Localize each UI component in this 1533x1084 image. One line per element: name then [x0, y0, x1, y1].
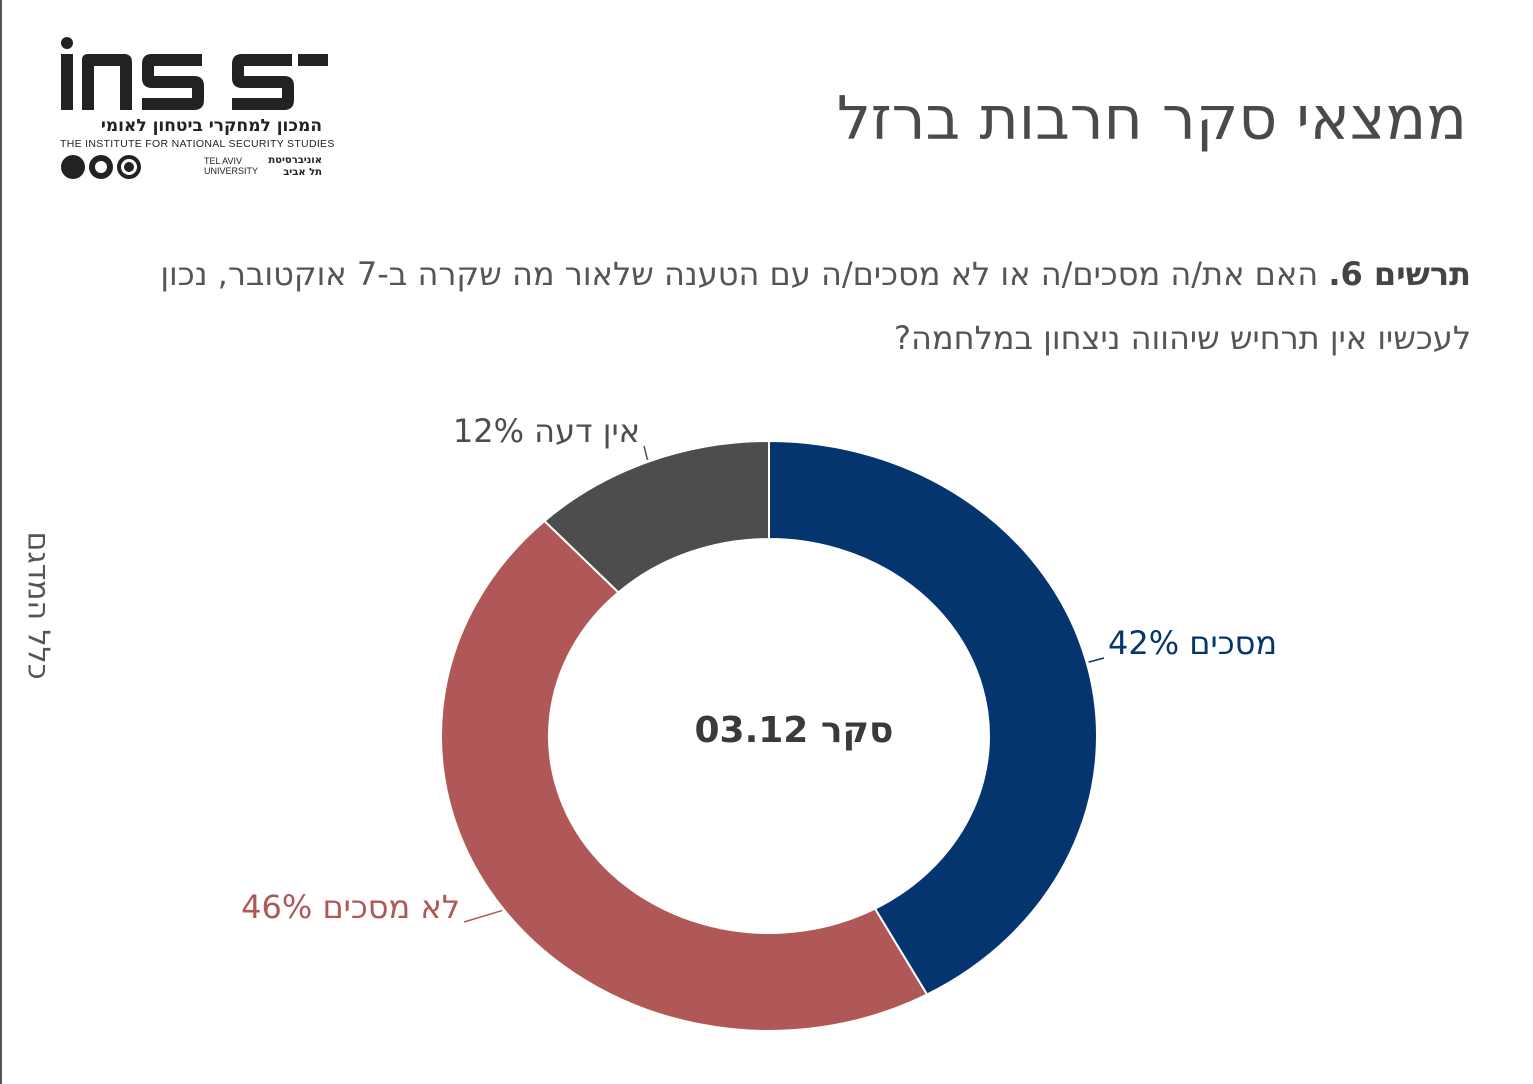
left-edge-line [0, 0, 2, 1084]
slice-value: 12% [452, 412, 524, 450]
inss-logo: המכון למחקרי ביטחון לאומי THE INSTITUTE … [58, 36, 334, 182]
figure-label: תרשים 6. [1328, 255, 1471, 293]
slice-label: לא מסכים 46% [241, 888, 460, 926]
donut-slice [768, 439, 1098, 996]
donut-slice [542, 439, 770, 594]
slice-name: מסכים [1189, 624, 1278, 662]
slice-name: לא מסכים [322, 888, 460, 926]
question-text: תרשים 6. האם את/ה מסכים/ה או לא מסכים/ה … [91, 242, 1471, 370]
tau-hebrew-name: אוניברסיטת תל אביב [268, 155, 322, 178]
logo-english-name: THE INSTITUTE FOR NATIONAL SECURITY STUD… [60, 138, 335, 150]
leader-line [643, 445, 649, 461]
logo-hebrew-name: המכון למחקרי ביטחון לאומי [100, 116, 322, 136]
leader-line [1088, 657, 1105, 663]
question-body: האם את/ה מסכים/ה או לא מסכים/ה עם הטענה … [160, 255, 1471, 357]
slice-value: 42% [1108, 624, 1180, 662]
inss-wordmark-icon [61, 37, 328, 110]
slice-label: מסכים 42% [1108, 624, 1277, 662]
tau-english-name: TEL AVIV UNIVERSITY [204, 156, 259, 176]
donut-slice [440, 519, 929, 1032]
slice-value: 46% [241, 888, 313, 926]
donut-center-label: סקר 03.12 [694, 710, 894, 751]
leader-line [463, 909, 503, 923]
tau-emblem-icon [61, 155, 141, 179]
slice-label: אין דעה 12% [453, 412, 640, 450]
page-title: ממצאי סקר חרבות ברזל [836, 84, 1467, 154]
slice-name: אין דעה [534, 412, 640, 450]
